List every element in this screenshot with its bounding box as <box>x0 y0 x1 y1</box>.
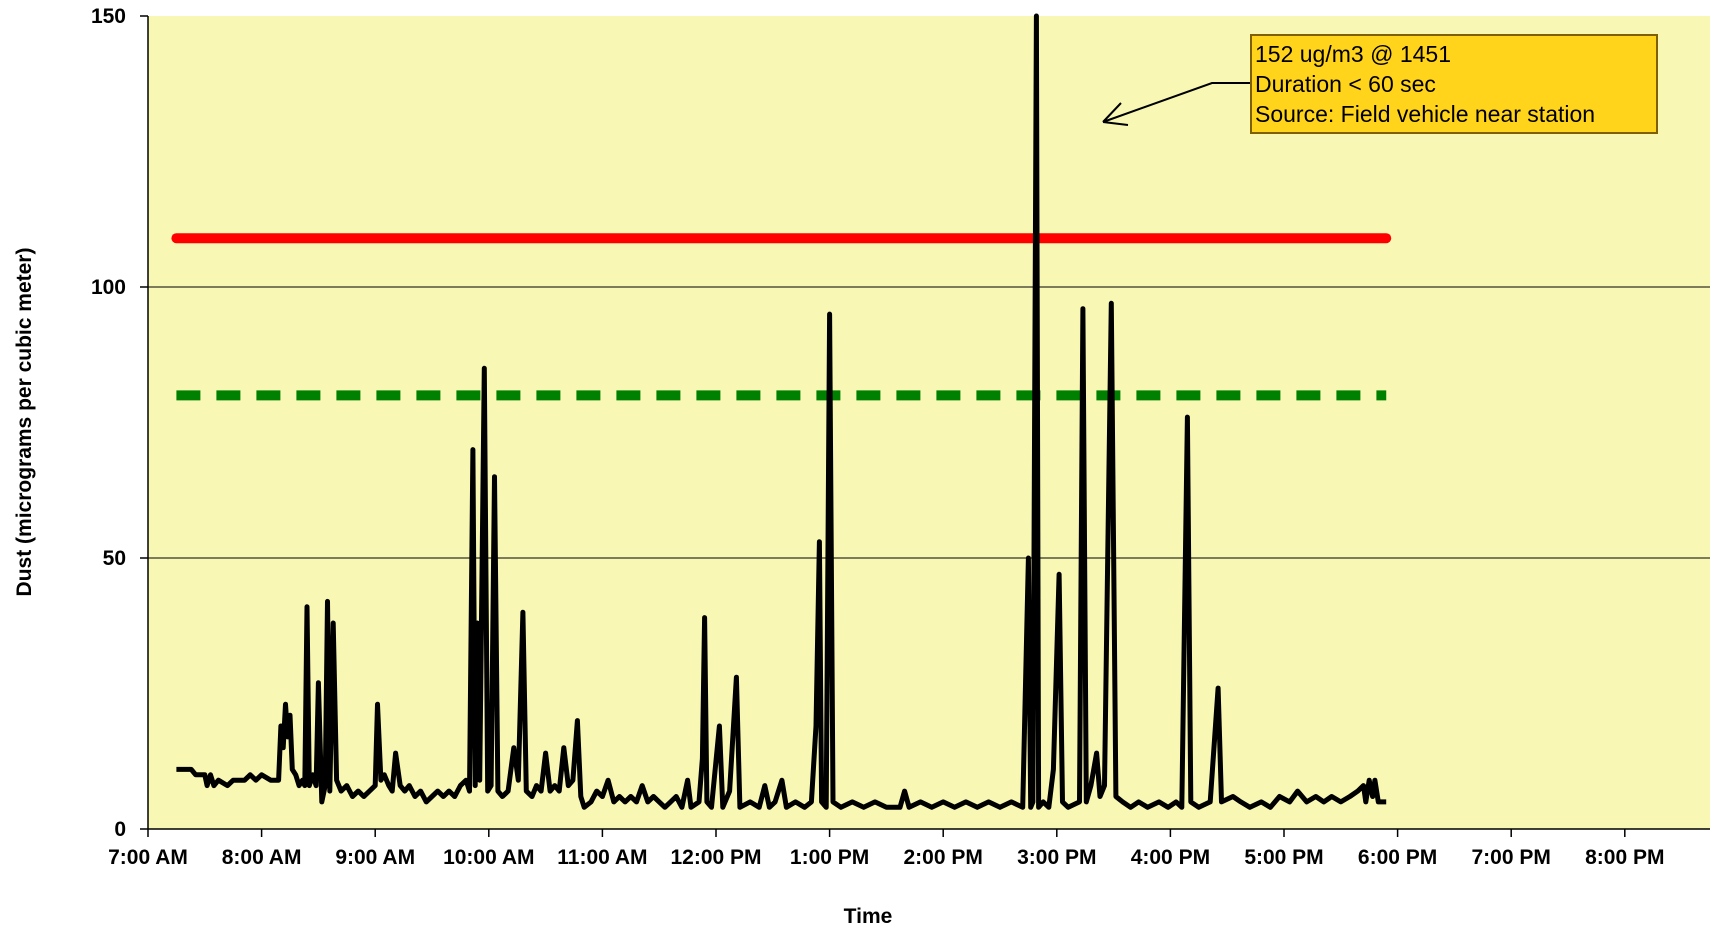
y-tick-label-150: 150 <box>91 5 126 28</box>
reference-lines <box>171 233 1392 401</box>
annotation-line-3: Source: Field vehicle near station <box>1255 101 1595 127</box>
annotation-box <box>1250 34 1658 134</box>
axes <box>147 16 1710 830</box>
x-tick-label-11: 6:00 PM <box>1358 846 1437 869</box>
x-tick-label-1: 8:00 AM <box>222 846 302 869</box>
y-axis-title: Dust (micrograms per cubic meter) <box>13 248 36 597</box>
x-tick-label-9: 4:00 PM <box>1131 846 1210 869</box>
annotation-callout: 152 ug/m3 @ 1451 Duration < 60 sec Sourc… <box>1102 34 1658 134</box>
annotation-line-2: Duration < 60 sec <box>1255 71 1436 97</box>
y-axis-ticks: 0 50 100 150 <box>91 5 148 841</box>
x-tick-label-4: 11:00 AM <box>557 846 647 869</box>
gridlines <box>148 286 1710 559</box>
x-axis-ticks: 7:00 AM 8:00 AM 9:00 AM 10:00 AM 11:00 AM 12:… <box>108 829 1664 869</box>
x-tick-label-12: 7:00 PM <box>1472 846 1551 869</box>
x-tick-label-8: 3:00 PM <box>1017 846 1096 869</box>
annotation-arrow <box>1102 82 1252 126</box>
x-tick-label-2: 9:00 AM <box>335 846 415 869</box>
x-tick-label-6: 1:00 PM <box>790 846 869 869</box>
series-line-0 <box>176 13 1387 810</box>
x-tick-label-10: 5:00 PM <box>1244 846 1323 869</box>
y-tick-label-100: 100 <box>91 276 126 299</box>
x-tick-label-5: 12:00 PM <box>670 846 761 869</box>
series-group <box>176 13 1387 810</box>
x-tick-label-3: 10:00 AM <box>443 846 534 869</box>
y-tick-label-0: 0 <box>114 818 126 841</box>
x-axis-title: Time <box>844 905 893 925</box>
x-tick-label-0: 7:00 AM <box>108 846 188 869</box>
annotation-line-1: 152 ug/m3 @ 1451 <box>1255 41 1451 67</box>
x-tick-label-7: 2:00 PM <box>904 846 983 869</box>
x-tick-label-13: 8:00 PM <box>1585 846 1664 869</box>
y-tick-label-50: 50 <box>103 547 126 570</box>
plot-area <box>148 16 1710 829</box>
